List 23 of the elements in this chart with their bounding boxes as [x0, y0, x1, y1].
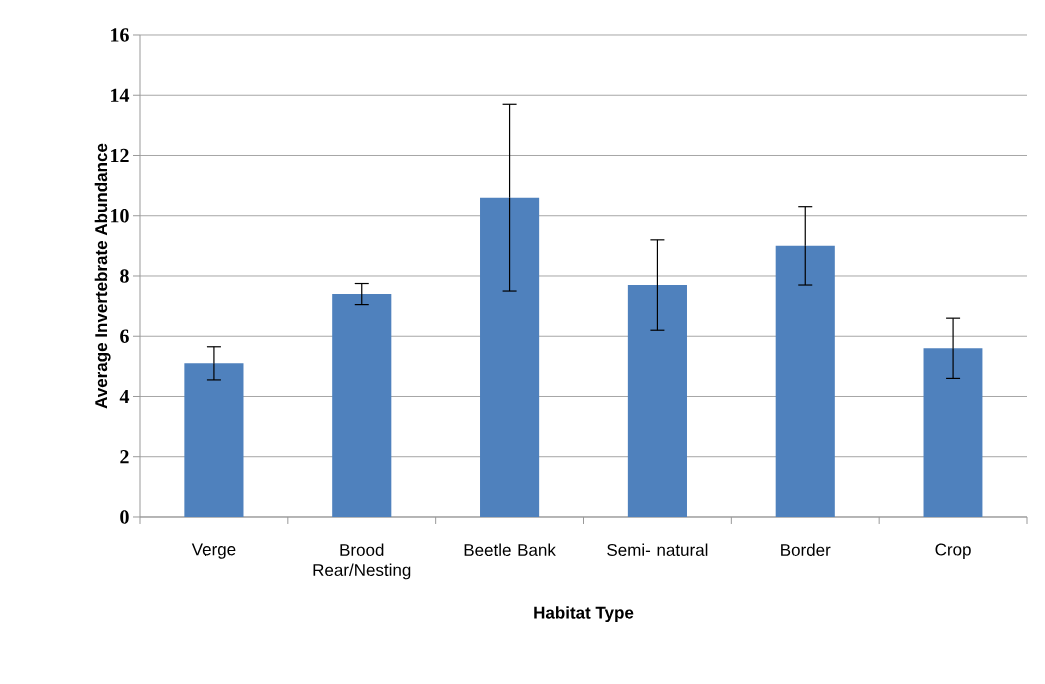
- y-tick-label: 8: [120, 269, 129, 283]
- y-tick-label: 16: [111, 28, 129, 42]
- x-tick-label: Semi- natural: [607, 543, 708, 557]
- y-tick-label: 4: [119, 389, 130, 404]
- bar: [923, 348, 983, 517]
- bar: [184, 363, 244, 517]
- bar: [775, 245, 835, 517]
- x-tick-label: Brood Rear/Nesting: [313, 543, 411, 580]
- bar: [480, 197, 540, 517]
- y-tick-label: 10: [111, 208, 129, 223]
- x-tick-label: Verge: [191, 543, 236, 559]
- bar: [332, 294, 392, 517]
- y-tick-label: 6: [120, 329, 129, 343]
- y-tick-label: 12: [111, 148, 129, 163]
- x-tick-label: Beetle Bank: [464, 543, 556, 557]
- y-tick-label: 2: [120, 450, 129, 464]
- y-tick-label: 0: [120, 510, 129, 524]
- y-tick-label: 14: [111, 88, 130, 102]
- x-tick-label: Border: [781, 543, 831, 557]
- x-axis-title: Habitat Type: [534, 606, 634, 623]
- x-tick-label: Crop: [935, 543, 971, 559]
- bar: [627, 285, 687, 517]
- y-axis-title: Average Invertebrate Abundance: [94, 143, 111, 409]
